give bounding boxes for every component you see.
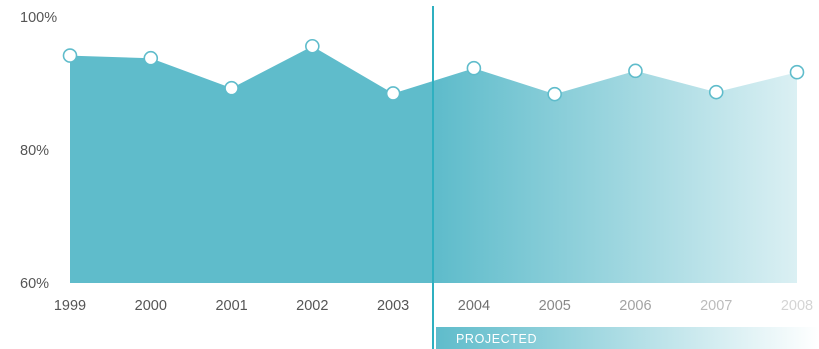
x-tick-label: 2001 (215, 298, 247, 314)
x-tick-label: 2008 (781, 298, 813, 314)
data-point (466, 60, 482, 76)
data-point (385, 86, 401, 101)
x-tick-label: 2000 (135, 298, 167, 314)
x-tick-label: 1999 (54, 298, 86, 314)
y-axis-ticks: 60% 80% 100% (20, 10, 57, 292)
projected-banner: PROJECTED (436, 327, 819, 349)
x-tick-label: 2004 (458, 298, 490, 314)
x-tick-label: 2007 (700, 298, 732, 314)
x-axis-ticks: 1999 2000 2001 2002 2003 2004 2005 2006 2007 2008 (54, 298, 813, 314)
x-tick-label: 2006 (619, 298, 651, 314)
data-point (628, 63, 643, 79)
y-tick-label: 100% (20, 10, 57, 26)
data-point-markers (62, 38, 805, 102)
y-tick-label: 80% (20, 143, 49, 159)
data-point (305, 38, 320, 54)
projected-bar (436, 327, 819, 349)
x-tick-label: 2005 (539, 298, 571, 314)
data-point (143, 50, 159, 66)
y-tick-label: 60% (20, 276, 49, 292)
data-point (708, 84, 724, 100)
data-point (547, 86, 562, 102)
x-tick-label: 2003 (377, 298, 409, 314)
data-point (789, 64, 805, 80)
data-point (62, 48, 78, 63)
x-tick-label: 2002 (296, 298, 328, 314)
projected-label: PROJECTED (456, 332, 537, 346)
data-point (224, 80, 239, 96)
